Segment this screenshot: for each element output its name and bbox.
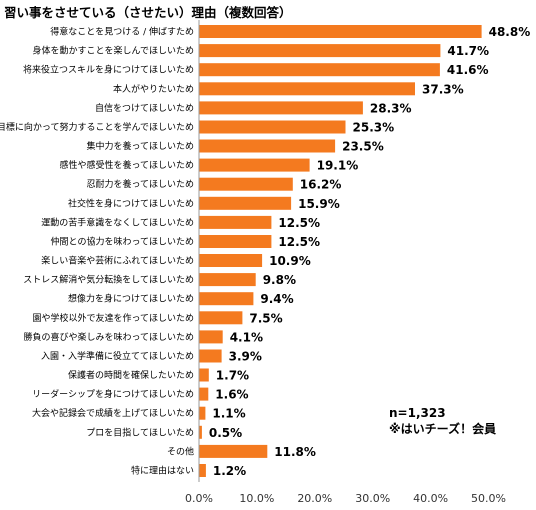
sample-size-note: n=1,323 xyxy=(389,406,446,420)
value-label: 9.8% xyxy=(263,273,296,287)
value-label: 10.9% xyxy=(269,254,311,268)
value-label: 48.8% xyxy=(489,25,531,39)
value-label: 16.2% xyxy=(300,178,342,192)
x-tick-label: 20.0% xyxy=(297,492,332,505)
x-tick-label: 0.0% xyxy=(185,492,213,505)
category-label: その他 xyxy=(167,445,194,457)
category-label: ストレス解消や気分転換をしてほしいため xyxy=(23,274,194,286)
category-label: 社交性を身につけてほしいため xyxy=(68,197,194,209)
value-label: 1.1% xyxy=(212,407,245,421)
chart-title: 習い事をさせている（させたい）理由（複数回答） xyxy=(4,5,292,20)
bars-group xyxy=(199,25,482,477)
value-label: 12.5% xyxy=(278,235,320,249)
bar xyxy=(199,464,206,477)
bar xyxy=(199,177,293,191)
category-label: リーダーシップを身につけてほしいため xyxy=(32,388,194,400)
category-label: プロを目指してほしいため xyxy=(86,426,194,438)
x-tick-label: 50.0% xyxy=(471,492,506,505)
bar xyxy=(199,254,263,267)
bar xyxy=(199,349,222,363)
x-axis-ticks: 0.0% 10.0% 20.0% 30.0% 40.0% 50.0% xyxy=(185,492,506,505)
value-label: 0.5% xyxy=(209,426,242,440)
membership-note: ※はいチーズ！会員 xyxy=(389,422,497,436)
value-label: 25.3% xyxy=(353,121,395,135)
category-label: 大会や記録会で成績を上げてほしいため xyxy=(32,407,194,419)
bar xyxy=(199,368,209,382)
bar xyxy=(199,139,336,153)
value-label: 1.2% xyxy=(213,464,246,478)
value-label: 23.5% xyxy=(342,140,384,154)
category-label: 本人がやりたいため xyxy=(113,83,194,95)
value-label: 1.6% xyxy=(215,388,248,402)
value-label: 28.3% xyxy=(370,101,412,115)
bar xyxy=(199,215,272,229)
bar xyxy=(199,406,206,420)
bar xyxy=(199,387,209,401)
value-label: 41.6% xyxy=(447,63,489,77)
bar xyxy=(199,82,415,96)
category-label: 忍耐力を養ってほしいため xyxy=(86,178,194,190)
bar xyxy=(199,158,310,172)
value-label: 19.1% xyxy=(317,159,359,173)
value-label: 9.4% xyxy=(260,292,293,306)
value-label: 3.9% xyxy=(229,350,262,364)
value-label: 1.7% xyxy=(216,369,249,383)
category-label: 将来役立つスキルを身につけてほしいため xyxy=(23,64,194,76)
category-label: 感性や感受性を養ってほしいため xyxy=(59,159,194,171)
bar xyxy=(199,44,441,58)
bar xyxy=(199,101,363,115)
category-label: 入園・入学準備に役立ててほしいため xyxy=(41,350,194,362)
category-labels: 得意なことを見つける / 伸ばすため身体を動かすことを楽しんでほしいため将来役立… xyxy=(0,26,194,477)
category-label: 集中力を養ってほしいため xyxy=(86,140,194,152)
bar xyxy=(199,196,292,210)
category-label: 特に理由はない xyxy=(131,465,194,477)
value-label: 41.7% xyxy=(447,44,489,58)
bar xyxy=(199,444,268,458)
value-label: 12.5% xyxy=(278,216,320,230)
x-tick-label: 40.0% xyxy=(413,492,448,505)
bar xyxy=(199,235,272,248)
category-label: 勝負の喜びや楽しみを味わってほしいため xyxy=(23,331,194,343)
value-label: 15.9% xyxy=(298,197,340,211)
category-label: 園や学校以外で友達を作ってほしいため xyxy=(32,312,194,324)
category-label: 自信をつけてほしいため xyxy=(95,102,194,114)
x-tick-label: 10.0% xyxy=(239,492,274,505)
category-label: 仲間との協力を味わってほしいため xyxy=(51,236,194,248)
x-tick-label: 30.0% xyxy=(355,492,390,505)
value-label: 4.1% xyxy=(230,330,263,344)
category-label: 保護者の時間を確保したいため xyxy=(68,369,194,381)
value-label: 11.8% xyxy=(274,445,316,459)
bar xyxy=(199,25,482,38)
chart-note: n=1,323 ※はいチーズ！会員 xyxy=(389,405,496,437)
category-label: 楽しい音楽や芸術にふれてほしいため xyxy=(41,255,194,267)
category-label: 運動の苦手意識をなくしてほしいため xyxy=(41,216,194,228)
category-label: 得意なことを見つける / 伸ばすため xyxy=(50,26,194,38)
bar xyxy=(199,120,346,134)
category-label: 想像力を身につけてほしいため xyxy=(68,293,194,305)
bar xyxy=(199,273,256,287)
category-label: 目標に向かって努力することを学んでほしいため xyxy=(0,121,194,133)
value-label: 7.5% xyxy=(249,311,282,325)
bar xyxy=(199,63,440,77)
category-label: 身体を動かすことを楽しんでほしいため xyxy=(32,45,194,57)
value-label: 37.3% xyxy=(422,82,464,96)
bar xyxy=(199,330,223,344)
value-labels: 48.8%41.7% 41.6% 37.3% 28.3% 25.3% 23.5% 19.1%… xyxy=(209,25,530,478)
bar xyxy=(199,425,202,439)
bar xyxy=(199,292,254,306)
bar xyxy=(199,311,243,325)
